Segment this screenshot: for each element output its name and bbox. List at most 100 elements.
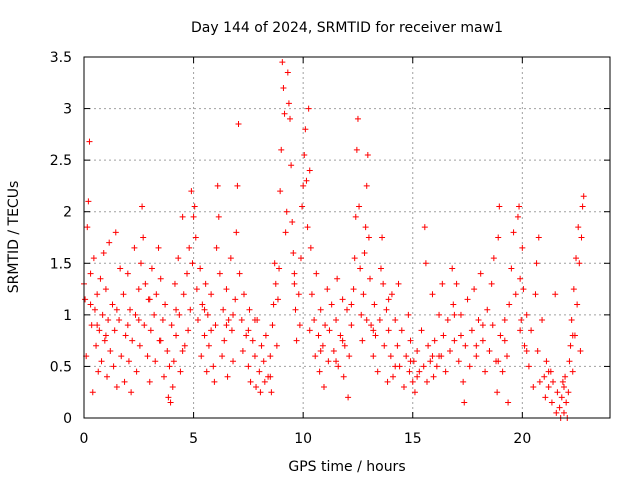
data-point [488,280,495,287]
data-point [223,322,230,329]
data-point [198,353,205,360]
data-point [271,260,278,267]
data-point [405,311,412,318]
data-point [93,342,100,349]
data-point [451,311,458,318]
data-point [532,291,539,298]
data-point [94,322,101,329]
data-point [261,378,268,385]
data-point [553,409,560,416]
data-point [257,389,264,396]
data-point [204,311,211,318]
data-point [205,342,212,349]
x-tick-label: 5 [189,431,198,447]
chart-title: Day 144 of 2024, SRMTID for receiver maw… [191,20,503,36]
data-point [176,311,183,318]
data-point [421,224,428,231]
data-point [420,363,427,370]
data-point [277,188,284,195]
data-point [518,317,525,324]
data-point [577,347,584,354]
data-point [129,337,136,344]
data-point [315,332,322,339]
data-point [213,244,220,251]
x-tick-label: 0 [80,431,89,447]
data-point [279,59,286,66]
data-point [322,322,329,329]
data-point [96,327,103,334]
data-point [353,146,360,153]
data-point [111,327,118,334]
data-point [87,270,94,277]
data-point [157,337,164,344]
data-point [290,249,297,256]
data-point [88,322,95,329]
data-point [304,224,311,231]
data-point [580,193,587,200]
data-point [155,244,162,251]
data-point [510,229,517,236]
data-point [214,182,221,189]
data-point [141,322,148,329]
data-point [462,342,469,349]
data-point [167,399,174,406]
data-point [409,378,416,385]
data-point [453,280,460,287]
data-point [519,244,526,251]
data-point [249,337,256,344]
data-point [203,368,210,375]
data-point [95,368,102,375]
data-point [320,384,327,391]
data-point [193,286,200,293]
data-point [128,389,135,396]
data-point [490,255,497,262]
data-point [579,203,586,210]
data-point [189,260,196,267]
data-point [91,306,98,313]
data-point [208,327,215,334]
data-point [227,255,234,262]
data-point [406,368,413,375]
data-point [400,384,407,391]
data-point [497,332,504,339]
data-point [267,353,274,360]
data-point [484,306,491,313]
data-point [455,358,462,365]
y-axis: 0 0.5 1 1.5 2 2.5 3 3.5 [50,50,610,427]
data-point [449,265,456,272]
data-point [516,203,523,210]
data-point [384,378,391,385]
data-point [433,363,440,370]
data-point [278,146,285,153]
data-point [545,368,552,375]
data-point [427,358,434,365]
data-point [570,286,577,293]
data-point [362,224,369,231]
data-point [525,363,532,370]
data-point [569,368,576,375]
data-point [357,265,364,272]
data-point [317,306,324,313]
data-point [173,306,180,313]
data-point [569,332,576,339]
data-point [302,126,309,133]
data-point [270,301,277,308]
data-point [370,327,377,334]
data-point [450,301,457,308]
data-point [137,260,144,267]
data-point [101,337,108,344]
x-tick-label: 20 [513,431,531,447]
data-point [344,306,350,313]
data-point [82,296,89,303]
data-point [313,270,320,277]
data-point [274,296,281,303]
data-point [221,337,228,344]
data-point [468,327,475,334]
data-point [102,332,109,339]
y-tick-label: 3.5 [50,50,72,66]
data-point [89,389,96,396]
data-point [530,384,537,391]
data-point [194,317,201,324]
data-point [479,337,486,344]
